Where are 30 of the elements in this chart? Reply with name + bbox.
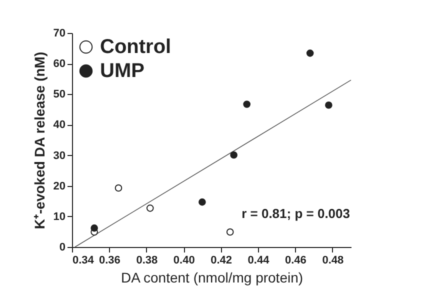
x-tick-label: 0.38 <box>136 254 158 266</box>
x-tick-label: 0.48 <box>322 254 344 266</box>
y-tick-label: 60 <box>53 58 66 70</box>
y-axis-title: K⁺-evoked DA release (nM) <box>31 52 48 230</box>
x-tick-label: 0.42 <box>210 254 232 266</box>
point <box>243 100 250 108</box>
point <box>325 101 332 109</box>
x-tick-label: 0.36 <box>98 254 120 266</box>
y-tick-label: 30 <box>53 150 66 162</box>
y-tick-label: 0 <box>59 242 66 254</box>
x-tick-label: 0.44 <box>248 254 270 266</box>
point <box>226 228 234 236</box>
x-axis-title: DA content (nmol/mg protein) <box>120 270 304 286</box>
x-tick-label: 0.34 <box>72 254 95 266</box>
y-tick-label: 40 <box>53 119 66 132</box>
y-tick-label: 10 <box>53 210 66 223</box>
point <box>90 224 98 232</box>
point <box>114 184 122 192</box>
x-tick-label: 0.46 <box>284 254 306 266</box>
x-tick-label: 0.40 <box>173 254 195 266</box>
point <box>146 204 154 212</box>
y-tick-label: 50 <box>53 88 66 101</box>
y-tick-label: 20 <box>53 180 66 192</box>
legend-label: Control <box>100 36 172 58</box>
point <box>306 50 314 57</box>
point <box>230 151 238 159</box>
y-tick-label: 70 <box>53 28 66 40</box>
legend-label: UMP <box>100 60 144 82</box>
annotation: r = 0.81; p = 0.003 <box>242 206 350 221</box>
point <box>198 198 206 206</box>
